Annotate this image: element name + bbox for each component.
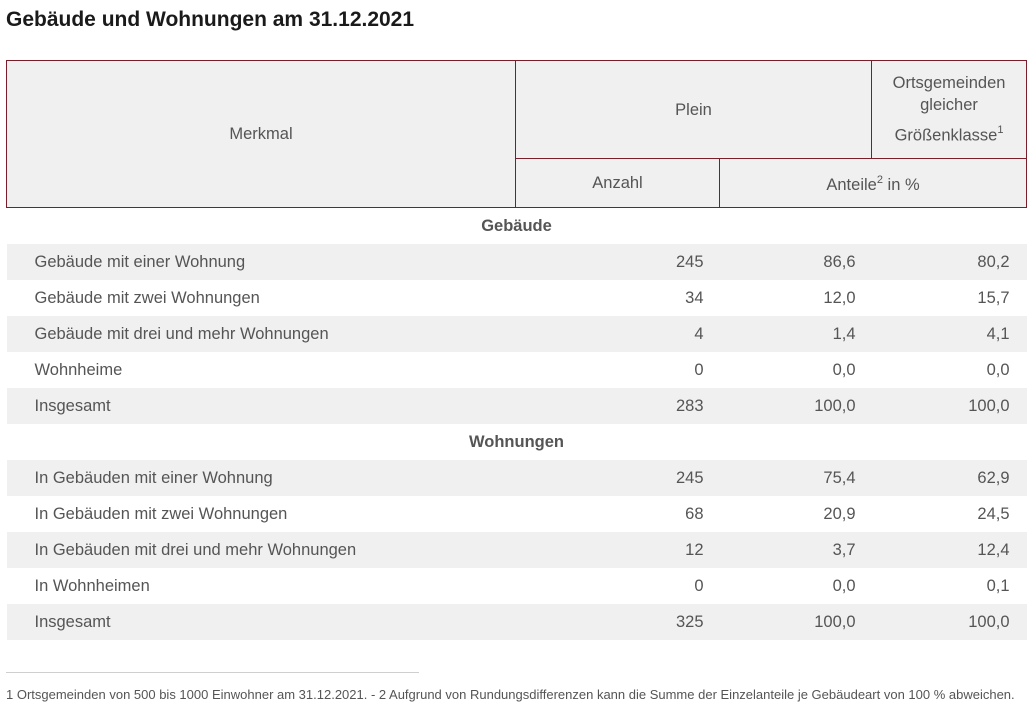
cell-anteil-ortsgemeinden: 15,7 <box>977 288 1010 307</box>
column-header-anteile: Anteile2 in % <box>718 158 1028 208</box>
column-header-plein: Plein <box>514 60 873 159</box>
cell-anteil-plein: 12,0 <box>823 288 856 307</box>
cell-anteil-plein: 75,4 <box>719 460 872 496</box>
table-row: Gebäude mit zwei Wohnungen 34 12,0 15,7 <box>7 280 1027 316</box>
row-label: Gebäude mit zwei Wohnungen <box>34 288 260 307</box>
header-row-top: Merkmal Plein Ortsgemeinden gleicher Grö… <box>6 60 1028 208</box>
column-header-merkmal: Merkmal <box>6 60 516 208</box>
cell-anzahl: 12 <box>515 532 720 568</box>
ortsgemeinden-line-1: Ortsgemeinden <box>892 74 1006 93</box>
section-header-row: Gebäude <box>6 207 1027 244</box>
column-header-ortsgemeinden: Ortsgemeinden gleicher Größenklasse1 <box>871 60 1028 159</box>
table-row: Gebäude mit einer Wohnung 245 86,6 80,2 <box>6 244 1027 280</box>
row-label: In Gebäuden mit drei und mehr Wohnungen <box>6 532 516 568</box>
cell-anteil-plein: 20,9 <box>823 504 856 523</box>
footnote-divider <box>6 672 419 673</box>
footnote-ref-1: 1 <box>997 124 1004 137</box>
cell-anzahl: 325 <box>515 604 720 640</box>
cell-anteil-plein: 100,0 <box>719 388 872 424</box>
table-row: Wohnheime 0 0,0 0,0 <box>7 352 1027 388</box>
row-label: In Gebäuden mit zwei Wohnungen <box>34 504 288 523</box>
table-row: In Wohnheimen 0 0,0 0,1 <box>7 568 1027 604</box>
row-label: Insgesamt <box>6 388 516 424</box>
table-row: Insgesamt 283 100,0 100,0 <box>6 388 1027 424</box>
page-title: Gebäude und Wohnungen am 31.12.2021 <box>6 8 415 31</box>
cell-anzahl: 34 <box>685 288 704 307</box>
cell-anteil-plein: 100,0 <box>719 604 872 640</box>
column-header-anzahl: Anzahl <box>515 158 720 208</box>
table-body: Gebäude Gebäude mit einer Wohnung 245 86,6 8… <box>6 207 1027 640</box>
table-row: In Gebäuden mit einer Wohnung 245 75,4 62,9 <box>6 460 1027 496</box>
footnote-ref-2: 2 <box>876 173 883 186</box>
section-title: Gebäude <box>6 207 1027 244</box>
cell-anzahl: 0 <box>694 360 704 379</box>
cell-anteil-ortsgemeinden: 100,0 <box>871 388 1027 424</box>
cell-anteil-plein: 3,7 <box>719 532 872 568</box>
cell-anteil-ortsgemeinden: 4,1 <box>871 316 1027 352</box>
table-row: In Gebäuden mit drei und mehr Wohnungen 1… <box>6 532 1027 568</box>
cell-anzahl: 0 <box>694 576 704 595</box>
section-title: Wohnungen <box>6 424 1027 460</box>
section-header-row: Wohnungen <box>6 424 1027 460</box>
cell-anteil-ortsgemeinden: 0,1 <box>986 576 1010 595</box>
ortsgemeinden-line-2: gleicher <box>920 96 978 115</box>
row-label: In Wohnheimen <box>34 576 150 595</box>
ortsgemeinden-line-3: Größenklasse1 <box>894 124 1004 145</box>
cell-anteil-plein: 86,6 <box>719 244 872 280</box>
footnote: 1 Ortsgemeinden von 500 bis 1000 Einwohn… <box>6 687 1015 702</box>
statistics-table: Merkmal Plein Ortsgemeinden gleicher Grö… <box>6 60 1028 640</box>
cell-anzahl: 68 <box>685 504 704 523</box>
header-row-bottom: Anzahl Anteile2 in % <box>7 158 1028 208</box>
cell-anzahl: 245 <box>515 460 720 496</box>
cell-anteil-plein: 0,0 <box>832 360 856 379</box>
row-label: Wohnheime <box>34 360 123 379</box>
cell-anteil-ortsgemeinden: 62,9 <box>871 460 1027 496</box>
cell-anteil-ortsgemeinden: 80,2 <box>871 244 1027 280</box>
cell-anzahl: 245 <box>515 244 720 280</box>
cell-anteil-plein: 1,4 <box>719 316 872 352</box>
row-label: Gebäude mit einer Wohnung <box>6 244 516 280</box>
row-label: Gebäude mit drei und mehr Wohnungen <box>6 316 516 352</box>
cell-anteil-ortsgemeinden: 100,0 <box>871 604 1027 640</box>
cell-anteil-ortsgemeinden: 24,5 <box>977 504 1010 523</box>
cell-anteil-ortsgemeinden: 12,4 <box>871 532 1027 568</box>
row-label: Insgesamt <box>6 604 516 640</box>
cell-anzahl: 283 <box>515 388 720 424</box>
table-row: Gebäude mit drei und mehr Wohnungen 4 1,4 4… <box>6 316 1027 352</box>
row-label: In Gebäuden mit einer Wohnung <box>6 460 516 496</box>
table-row: Insgesamt 325 100,0 100,0 <box>6 604 1027 640</box>
cell-anzahl: 4 <box>515 316 720 352</box>
cell-anteil-ortsgemeinden: 0,0 <box>986 360 1010 379</box>
cell-anteil-plein: 0,0 <box>832 576 856 595</box>
table-row: In Gebäuden mit zwei Wohnungen 68 20,9 24,5 <box>7 496 1027 532</box>
